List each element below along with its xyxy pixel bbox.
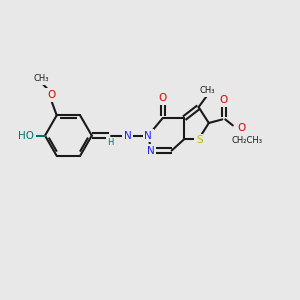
Text: O: O [158,93,167,103]
Text: CH₃: CH₃ [200,86,215,95]
Text: N: N [124,130,132,141]
Text: N: N [147,146,154,156]
Text: CH₃: CH₃ [33,74,49,83]
Text: O: O [220,95,228,105]
Text: HO: HO [18,130,34,141]
Text: O: O [238,123,246,133]
Text: O: O [47,90,55,100]
Text: N: N [144,130,152,141]
Text: S: S [196,135,202,146]
Text: H: H [107,138,114,147]
Text: CH₂CH₃: CH₂CH₃ [231,136,262,145]
